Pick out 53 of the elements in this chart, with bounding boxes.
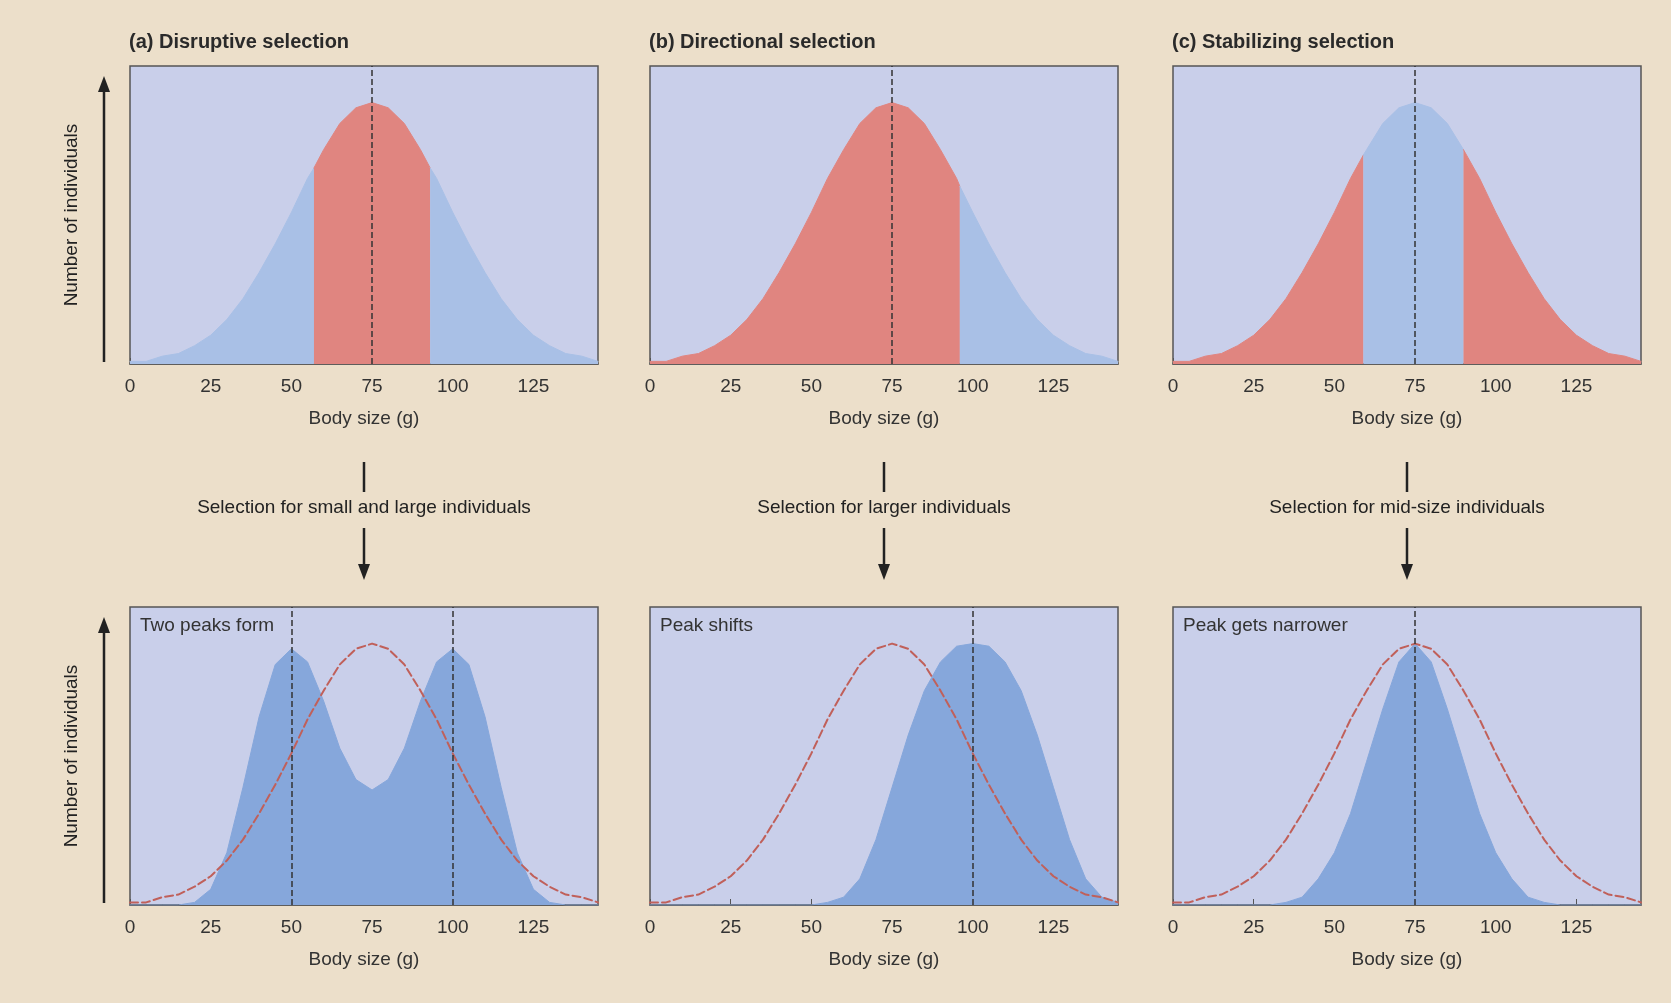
y-axis-title: Number of individuals: [60, 122, 82, 309]
x-tick-label: 50: [1323, 916, 1345, 937]
x-tick-label: 0: [644, 916, 656, 937]
chart-title: (c) Stabilizing selection: [1172, 30, 1395, 52]
y-axis-title: Number of individuals: [60, 663, 82, 850]
x-tick-label: 125: [517, 916, 550, 937]
x-tick-label: 50: [800, 375, 822, 396]
x-axis-title: Body size (g): [1351, 948, 1463, 969]
x-tick-label: 75: [361, 916, 383, 937]
x-tick-label: 75: [1404, 916, 1426, 937]
x-tick-label: 50: [280, 375, 302, 396]
x-tick-label: 50: [800, 916, 822, 937]
x-tick-label: 75: [1404, 375, 1426, 396]
x-tick-label: 0: [1167, 375, 1179, 396]
x-tick-label: 25: [200, 375, 222, 396]
text: Selection for small and large individuals: [196, 496, 532, 518]
x-tick-label: 0: [124, 375, 136, 396]
text: Peak gets narrower: [1183, 614, 1349, 635]
x-axis-title: Body size (g): [828, 948, 940, 969]
x-tick-label: 25: [200, 916, 222, 937]
x-axis-title: Body size (g): [1351, 407, 1463, 428]
x-tick-label: 100: [436, 375, 469, 396]
x-tick-label: 0: [124, 916, 136, 937]
x-tick-label: 25: [1243, 916, 1265, 937]
x-tick-label: 75: [361, 375, 383, 396]
text: Two peaks form: [140, 614, 275, 635]
text: Selection for mid-size individuals: [1268, 496, 1546, 518]
text: Selection for larger individuals: [756, 496, 1012, 518]
x-tick-label: 125: [1037, 375, 1070, 396]
x-tick-label: 125: [1560, 916, 1593, 937]
chart-title: (a) Disruptive selection: [129, 30, 350, 52]
x-axis-title: Body size (g): [308, 407, 420, 428]
chart-title: (b) Directional selection: [649, 30, 876, 52]
x-tick-label: 0: [644, 375, 656, 396]
x-tick-label: 25: [1243, 375, 1265, 396]
x-tick-label: 125: [517, 375, 550, 396]
x-tick-label: 100: [1479, 916, 1512, 937]
x-tick-label: 25: [720, 375, 742, 396]
x-tick-label: 100: [436, 916, 469, 937]
x-tick-label: 75: [881, 375, 903, 396]
text: Peak shifts: [660, 614, 753, 635]
x-tick-label: 25: [720, 916, 742, 937]
x-tick-label: 0: [1167, 916, 1179, 937]
x-tick-label: 50: [280, 916, 302, 937]
x-tick-label: 100: [1479, 375, 1512, 396]
x-tick-label: 125: [1037, 916, 1070, 937]
x-tick-label: 125: [1560, 375, 1593, 396]
x-tick-label: 100: [956, 375, 989, 396]
x-tick-label: 50: [1323, 375, 1345, 396]
x-tick-label: 100: [956, 916, 989, 937]
x-tick-label: 75: [881, 916, 903, 937]
x-axis-title: Body size (g): [308, 948, 420, 969]
x-axis-title: Body size (g): [828, 407, 940, 428]
